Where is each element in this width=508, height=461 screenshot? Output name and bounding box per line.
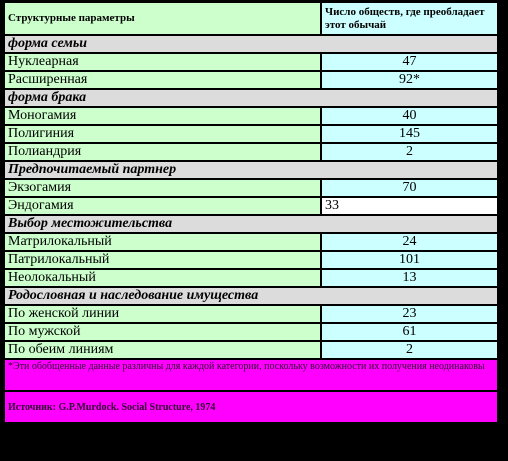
data-row: По женской линии 23: [5, 306, 497, 322]
footnote-row: *Эти обобщенные данные различны для кажд…: [5, 360, 497, 390]
row-value: 33: [322, 198, 497, 214]
source-row: Источник: G.P.Murdock. Social Structure,…: [5, 392, 497, 422]
data-row: Полигиния 145: [5, 126, 497, 142]
row-label: По мужской: [5, 324, 320, 340]
row-value: 2: [322, 144, 497, 160]
row-value: 23: [322, 306, 497, 322]
row-label: Неолокальный: [5, 270, 320, 286]
data-row: Нуклеарная 47: [5, 54, 497, 70]
data-row: Полиандрия 2: [5, 144, 497, 160]
row-label: Полиандрия: [5, 144, 320, 160]
row-label: По обеим линиям: [5, 342, 320, 358]
data-row: Экзогамия 70: [5, 180, 497, 196]
row-value: 40: [322, 108, 497, 124]
data-row: Патрилокальный 101: [5, 252, 497, 268]
row-value: 145: [322, 126, 497, 142]
footnote: *Эти обобщенные данные различны для кажд…: [5, 360, 497, 390]
row-value: 2: [322, 342, 497, 358]
table-body: Структурные параметры Число обществ, где…: [5, 3, 497, 422]
row-value: 70: [322, 180, 497, 196]
data-row: Эндогамия 33: [5, 198, 497, 214]
row-label: Матрилокальный: [5, 234, 320, 250]
section-title: Родословная и наследование имущества: [5, 288, 497, 304]
row-label: Экзогамия: [5, 180, 320, 196]
data-row: Неолокальный 13: [5, 270, 497, 286]
row-label: Нуклеарная: [5, 54, 320, 70]
header-cell: Число обществ, где преобладает этот обыч…: [322, 3, 497, 34]
row-value: 24: [322, 234, 497, 250]
data-row: Матрилокальный 24: [5, 234, 497, 250]
data-row: По обеим линиям 2: [5, 342, 497, 358]
source: Источник: G.P.Murdock. Social Structure,…: [5, 392, 497, 422]
header-row: Структурные параметры Число обществ, где…: [5, 3, 497, 34]
row-label: По женской линии: [5, 306, 320, 322]
data-row: Расширенная 92*: [5, 72, 497, 88]
data-row: По мужской 61: [5, 324, 497, 340]
row-value: 92*: [322, 72, 497, 88]
row-label: Полигиния: [5, 126, 320, 142]
section-title: форма семьи: [5, 36, 497, 52]
section-row: Родословная и наследование имущества: [5, 288, 497, 304]
section-title: Выбор местожительства: [5, 216, 497, 232]
row-value: 101: [322, 252, 497, 268]
row-label: Патрилокальный: [5, 252, 320, 268]
section-row: форма брака: [5, 90, 497, 106]
row-label: Расширенная: [5, 72, 320, 88]
header-cell: Структурные параметры: [5, 3, 320, 34]
section-row: форма семьи: [5, 36, 497, 52]
row-label: Моногамия: [5, 108, 320, 124]
row-value: 47: [322, 54, 497, 70]
row-value: 13: [322, 270, 497, 286]
row-label: Эндогамия: [5, 198, 320, 214]
section-title: форма брака: [5, 90, 497, 106]
row-value: 61: [322, 324, 497, 340]
data-row: Моногамия 40: [5, 108, 497, 124]
section-row: Предпочитаемый партнер: [5, 162, 497, 178]
section-title: Предпочитаемый партнер: [5, 162, 497, 178]
section-row: Выбор местожительства: [5, 216, 497, 232]
customs-table: Структурные параметры Число обществ, где…: [3, 1, 499, 424]
